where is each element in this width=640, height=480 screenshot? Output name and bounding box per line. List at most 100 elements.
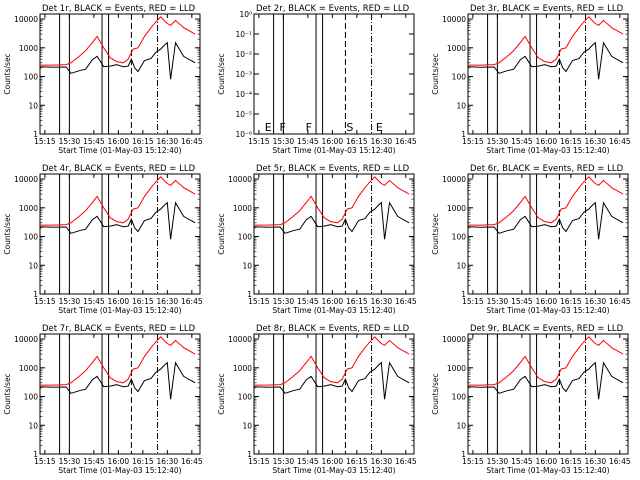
event-letter: S [346, 121, 353, 134]
x-tick-label: 15:45 [83, 137, 105, 146]
x-tick-label: 15:30 [59, 457, 81, 466]
x-tick-label: 16:15 [560, 297, 582, 306]
x-tick-label: 15:30 [273, 137, 295, 146]
x-tick-label: 16:30 [157, 457, 179, 466]
y-axis-label: Counts/sec [431, 213, 440, 254]
y-axis-label: Counts/sec [3, 213, 12, 254]
plot-frame [253, 13, 415, 135]
x-tick-label: 16:45 [181, 137, 203, 146]
event-letter: F [306, 121, 312, 134]
y-tick-label: 1000 [447, 204, 466, 213]
x-axis-label: Start Time (01-May-03 15:12:40) [272, 146, 395, 155]
x-tick-label: 16:30 [157, 297, 179, 306]
y-axis-label: Counts/sec [431, 53, 440, 94]
panel-title: Det 4r, BLACK = Events, RED = LLD [42, 164, 196, 174]
x-tick-label: 16:30 [371, 457, 393, 466]
y-tick-label: 10 [456, 421, 466, 430]
y-axis-label: Counts/sec [217, 213, 226, 254]
y-tick-label: 10 [456, 261, 466, 270]
y-tick-label: 1 [33, 450, 38, 459]
x-tick-label: 16:30 [371, 297, 393, 306]
y-tick-label: 10⁻² [235, 50, 252, 59]
panel-title: Det 1r, BLACK = Events, RED = LLD [42, 4, 196, 14]
panel-det-4r: Det 4r, BLACK = Events, RED = LLD 1 10 100 1… [3, 164, 203, 315]
y-tick-label: 100 [24, 233, 39, 242]
y-tick-label: 10⁻⁴ [235, 90, 252, 99]
x-tick-label: 16:00 [536, 297, 558, 306]
plot-frame [253, 173, 415, 295]
x-axis-label: Start Time (01-May-03 15:12:40) [58, 466, 181, 475]
y-tick-label: 10000 [228, 175, 252, 184]
y-tick-label: 100 [452, 393, 467, 402]
y-tick-label: 1 [247, 450, 252, 459]
x-tick-label: 16:30 [157, 137, 179, 146]
x-tick-label: 16:00 [322, 297, 344, 306]
events-series-line [253, 361, 410, 400]
x-tick-label: 15:45 [83, 297, 105, 306]
y-tick-label: 1000 [19, 364, 38, 373]
x-tick-label: 15:15 [248, 297, 270, 306]
x-tick-label: 16:00 [536, 137, 558, 146]
x-tick-label: 16:00 [108, 297, 130, 306]
lld-series-line [468, 16, 624, 66]
x-tick-label: 16:45 [395, 457, 417, 466]
y-tick-label: 1000 [19, 204, 38, 213]
x-tick-label: 15:15 [34, 297, 56, 306]
y-tick-label: 1 [461, 290, 466, 299]
y-tick-label: 100 [24, 393, 39, 402]
x-axis-label: Start Time (01-May-03 15:12:40) [272, 306, 395, 315]
x-axis-label: Start Time (01-May-03 15:12:40) [486, 146, 609, 155]
x-tick-label: 15:30 [59, 297, 81, 306]
x-tick-label: 15:30 [273, 297, 295, 306]
x-tick-label: 16:15 [132, 457, 154, 466]
x-tick-label: 16:45 [395, 137, 417, 146]
lld-series-line [40, 176, 196, 226]
y-tick-label: 10 [242, 261, 252, 270]
plot-frame [467, 173, 629, 295]
event-letter: E [265, 121, 272, 134]
y-tick-label: 100 [452, 73, 467, 82]
x-tick-label: 16:45 [609, 297, 631, 306]
y-tick-label: 1 [247, 290, 252, 299]
x-axis-label: Start Time (01-May-03 15:12:40) [272, 466, 395, 475]
x-tick-label: 16:15 [346, 457, 368, 466]
y-axis-label: Counts/sec [3, 373, 12, 414]
x-tick-label: 16:15 [346, 137, 368, 146]
x-axis-label: Start Time (01-May-03 15:12:40) [58, 146, 181, 155]
y-tick-label: 100 [24, 73, 39, 82]
plot-frame [39, 13, 201, 135]
x-tick-label: 16:00 [536, 457, 558, 466]
panel-det-6r: Det 6r, BLACK = Events, RED = LLD 1 10 100 1… [431, 164, 631, 315]
plot-frame [253, 333, 415, 455]
x-tick-label: 15:15 [462, 297, 484, 306]
x-tick-label: 16:15 [346, 297, 368, 306]
y-tick-label: 10000 [442, 15, 466, 24]
y-axis-label: Counts/sec [217, 373, 226, 414]
x-axis-label: Start Time (01-May-03 15:12:40) [486, 466, 609, 475]
y-axis-label: Counts/sec [3, 53, 12, 94]
events-series-line [253, 201, 410, 240]
x-tick-label: 16:30 [371, 137, 393, 146]
x-tick-label: 15:15 [462, 457, 484, 466]
x-tick-label: 15:45 [511, 297, 533, 306]
x-tick-label: 16:15 [132, 137, 154, 146]
x-tick-label: 15:30 [487, 137, 509, 146]
y-tick-label: 10⁻³ [235, 70, 252, 79]
y-tick-label: 1000 [19, 44, 38, 53]
panel-title: Det 8r, BLACK = Events, RED = LLD [256, 324, 410, 334]
y-tick-label: 1000 [233, 204, 252, 213]
panel-det-7r: Det 7r, BLACK = Events, RED = LLD 1 10 100 1… [3, 324, 203, 475]
panel-det-3r: Det 3r, BLACK = Events, RED = LLD 1 10 100 1… [431, 4, 631, 155]
x-tick-label: 16:45 [181, 457, 203, 466]
y-tick-label: 10⁻⁶ [235, 130, 252, 139]
x-tick-label: 15:45 [297, 137, 319, 146]
y-tick-label: 100 [238, 233, 253, 242]
x-axis-label: Start Time (01-May-03 15:12:40) [58, 306, 181, 315]
events-series-line [39, 361, 196, 400]
y-tick-label: 10 [28, 261, 38, 270]
x-tick-label: 15:45 [511, 457, 533, 466]
plot-frame [39, 173, 201, 295]
y-tick-label: 10000 [442, 335, 466, 344]
panel-title: Det 7r, BLACK = Events, RED = LLD [42, 324, 196, 334]
